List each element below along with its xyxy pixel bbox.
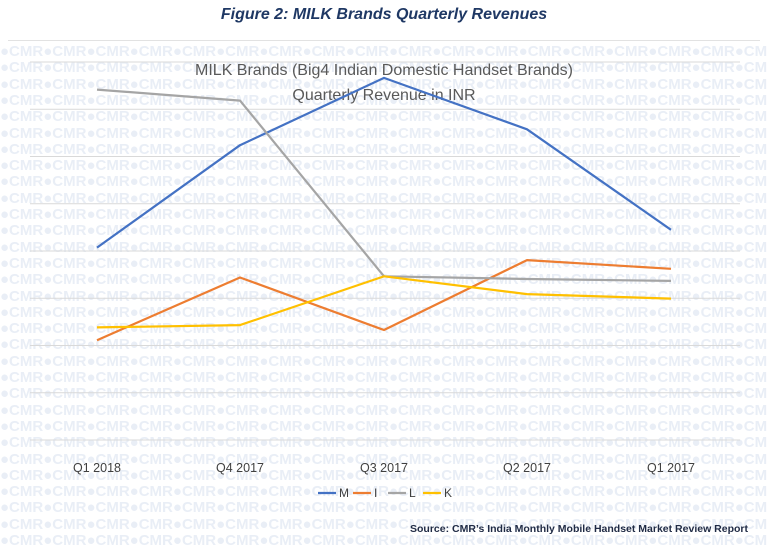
legend-label-i: I <box>374 486 377 500</box>
watermark-row: ●CMR●CMR●CMR●CMR●CMR●CMR●CMR●CMR●CMR●CMR… <box>0 451 768 468</box>
chart-title: MILK Brands (Big4 Indian Domestic Handse… <box>195 62 573 79</box>
watermark-row: ●CMR●CMR●CMR●CMR●CMR●CMR●CMR●CMR●CMR●CMR… <box>0 141 768 158</box>
watermark-row: ●CMR●CMR●CMR●CMR●CMR●CMR●CMR●CMR●CMR●CMR… <box>0 467 768 484</box>
x-tick-label: Q3 2017 <box>360 461 408 475</box>
watermark-row: ●CMR●CMR●CMR●CMR●CMR●CMR●CMR●CMR●CMR●CMR… <box>0 418 768 435</box>
series-lines <box>96 76 672 342</box>
watermark-row: ●CMR●CMR●CMR●CMR●CMR●CMR●CMR●CMR●CMR●CMR… <box>0 370 768 386</box>
watermark-row: ●CMR●CMR●CMR●CMR●CMR●CMR●CMR●CMR●CMR●CMR… <box>0 533 768 549</box>
series-line-k <box>96 275 672 329</box>
watermark-row: ●CMR●CMR●CMR●CMR●CMR●CMR●CMR●CMR●CMR●CMR… <box>0 223 768 240</box>
x-axis-ticks: Q1 2018 Q4 2017 Q3 2017 Q2 2017 Q1 2017 <box>73 461 695 475</box>
watermark-row: ●CMR●CMR●CMR●CMR●CMR●CMR●CMR●CMR●CMR●CMR… <box>0 109 768 126</box>
legend-label-m: M <box>339 486 349 500</box>
watermark-row: ●CMR●CMR●CMR●CMR●CMR●CMR●CMR●CMR●CMR●CMR… <box>0 402 768 419</box>
watermark-row: ●CMR●CMR●CMR●CMR●CMR●CMR●CMR●CMR●CMR●CMR… <box>0 288 768 305</box>
chart-frame <box>8 40 760 541</box>
watermark-row: ●CMR●CMR●CMR●CMR●CMR●CMR●CMR●CMR●CMR●CMR… <box>0 255 768 272</box>
legend-label-k: K <box>444 486 452 500</box>
watermark-row: ●CMR●CMR●CMR●CMR●CMR●CMR●CMR●CMR●CMR●CMR… <box>0 190 768 207</box>
watermark-row: ●CMR●CMR●CMR●CMR●CMR●CMR●CMR●CMR●CMR●CMR… <box>0 353 768 370</box>
series-line-m <box>96 76 672 249</box>
x-tick-label: Q1 2018 <box>73 461 121 475</box>
gridlines <box>30 61 740 441</box>
figure-caption: Figure 2: MILK Brands Quarterly Revenues <box>220 6 548 23</box>
x-tick-label: Q2 2017 <box>503 461 551 475</box>
watermark-row: ●CMR●CMR●CMR●CMR●CMR●CMR●CMR●CMR●CMR●CMR… <box>0 125 768 142</box>
series-line-i <box>96 259 672 342</box>
watermark-row: ●CMR●CMR●CMR●CMR●CMR●CMR●CMR●CMR●CMR●CMR… <box>0 516 768 533</box>
watermark-row: ●CMR●CMR●CMR●CMR●CMR●CMR●CMR●CMR●CMR●CMR… <box>0 207 768 223</box>
watermark-row: ●CMR●CMR●CMR●CMR●CMR●CMR●CMR●CMR●CMR●CMR… <box>0 304 768 321</box>
watermark-row: ●CMR●CMR●CMR●CMR●CMR●CMR●CMR●CMR●CMR●CMR… <box>0 386 768 403</box>
watermark-row: ●CMR●CMR●CMR●CMR●CMR●CMR●CMR●CMR●CMR●CMR… <box>0 44 768 60</box>
watermark-row: ●CMR●CMR●CMR●CMR●CMR●CMR●CMR●CMR●CMR●CMR… <box>0 76 768 93</box>
x-tick-label: Q1 2017 <box>647 461 695 475</box>
x-tick-label: Q4 2017 <box>216 461 264 475</box>
watermark-row: ●CMR●CMR●CMR●CMR●CMR●CMR●CMR●CMR●CMR●CMR… <box>0 272 768 289</box>
source-note: Source: CMR’s India Monthly Mobile Hands… <box>410 523 748 535</box>
watermark-row: ●CMR●CMR●CMR●CMR●CMR●CMR●CMR●CMR●CMR●CMR… <box>0 484 768 501</box>
watermark-row: ●CMR●CMR●CMR●CMR●CMR●CMR●CMR●CMR●CMR●CMR… <box>0 500 768 517</box>
legend-label-l: L <box>409 486 416 500</box>
watermark-row: ●CMR●CMR●CMR●CMR●CMR●CMR●CMR●CMR●CMR●CMR… <box>0 435 768 452</box>
watermark-row: ●CMR●CMR●CMR●CMR●CMR●CMR●CMR●CMR●CMR●CMR… <box>0 158 768 175</box>
watermark-row: ●CMR●CMR●CMR●CMR●CMR●CMR●CMR●CMR●CMR●CMR… <box>0 60 768 77</box>
